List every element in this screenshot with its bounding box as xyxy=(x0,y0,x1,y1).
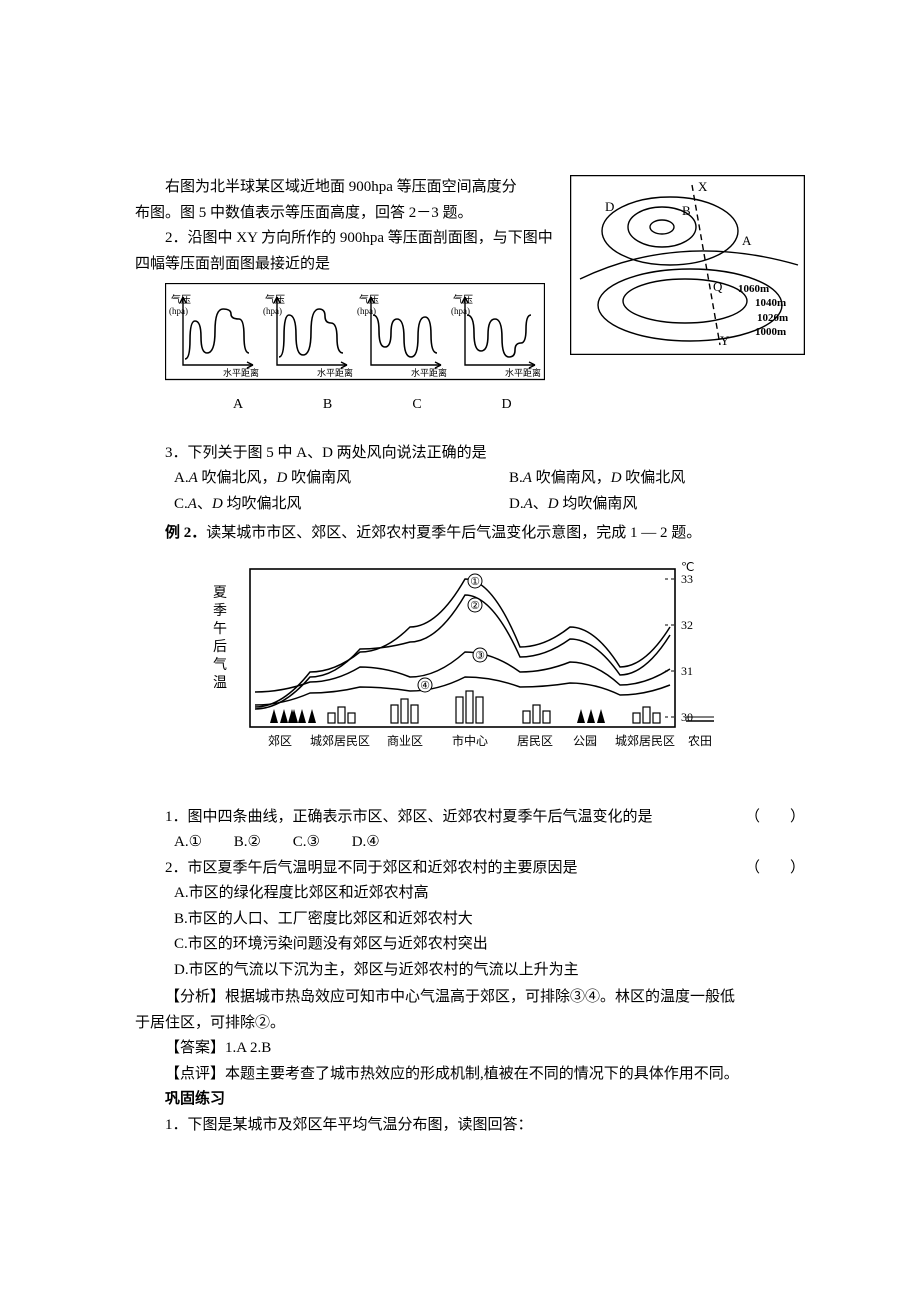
svg-text:(hpa): (hpa) xyxy=(263,306,282,316)
ex2-q1-stem: 1．图中四条曲线，正确表示市区、郊区、近郊农村夏季午后气温变化的是 xyxy=(165,805,745,831)
svg-text:城郊居民区: 城郊居民区 xyxy=(310,734,370,748)
svg-text:33: 33 xyxy=(681,572,693,586)
svg-text:水平距离: 水平距离 xyxy=(223,367,259,378)
svg-text:①: ① xyxy=(470,576,480,588)
svg-text:②: ② xyxy=(470,600,480,612)
q3-stem: 3．下列关于图 5 中 A、D 两处风向说法正确的是 xyxy=(135,441,805,467)
profile-label-C: C xyxy=(374,393,460,417)
svg-text:季: 季 xyxy=(213,603,227,619)
svg-text:温: 温 xyxy=(213,675,227,691)
svg-text:④: ④ xyxy=(420,680,430,692)
answer-blank: （ ） xyxy=(745,805,805,831)
profile-label-A: A xyxy=(195,393,281,417)
comment-line: 【点评】本题主要考查了城市热效应的形成机制,植被在不同的情况下的具体作用不同。 xyxy=(135,1062,805,1088)
svg-text:商业区: 商业区 xyxy=(387,733,423,748)
svg-text:气压: 气压 xyxy=(359,293,379,306)
example2-heading: 例 2．例 2．读某城市市区、郊区、近郊农村夏季午后气温变化示意图，完成 1 —… xyxy=(135,521,805,547)
afternoon-temp-chart: 夏季午后气温℃33323130①②③④郊区城郊居民区商业区市中心居民区公园城郊居… xyxy=(195,557,805,797)
svg-text:1020m: 1020m xyxy=(757,312,788,324)
svg-text:1060m: 1060m xyxy=(738,283,769,295)
answer-blank: （ ） xyxy=(745,856,805,882)
practice-q1: 1．下图是某城市及郊区年平均气温分布图，读图回答： xyxy=(135,1113,805,1139)
profile-label-D: D xyxy=(464,393,550,417)
profile-label-B: B xyxy=(285,393,371,417)
svg-text:31: 31 xyxy=(681,664,693,678)
ex2-q2-stem: 2．市区夏季午后气温明显不同于郊区和近郊农村的主要原因是 xyxy=(165,856,745,882)
svg-text:气压: 气压 xyxy=(453,293,473,306)
svg-text:③: ③ xyxy=(475,650,485,662)
practice-heading: 巩固练习 xyxy=(135,1087,805,1113)
svg-text:D: D xyxy=(605,199,614,214)
svg-text:32: 32 xyxy=(681,618,693,632)
svg-text:水平距离: 水平距离 xyxy=(505,367,541,378)
svg-text:居民区: 居民区 xyxy=(517,734,553,748)
svg-text:B: B xyxy=(682,203,691,218)
svg-text:水平距离: 水平距离 xyxy=(411,367,447,378)
svg-text:(hpa): (hpa) xyxy=(451,306,470,316)
svg-text:Q: Q xyxy=(713,279,723,294)
svg-text:午: 午 xyxy=(213,621,227,637)
ex2-q2-opt-B: B.市区的人口、工厂密度比郊区和近郊农村大 xyxy=(135,907,805,933)
answer-line: 【答案】1.A 2.B xyxy=(135,1036,805,1062)
q3-options: A.A 吹偏北风，D 吹偏南风 B.A 吹偏南风，D 吹偏北风 C.A、D 均吹… xyxy=(135,466,805,517)
svg-text:夏: 夏 xyxy=(213,585,227,601)
svg-text:农田: 农田 xyxy=(688,734,712,748)
svg-text:公园: 公园 xyxy=(573,734,597,748)
svg-text:X: X xyxy=(698,179,708,194)
ex2-q2-opt-A: A.市区的绿化程度比郊区和近郊农村高 xyxy=(135,881,805,907)
svg-text:水平距离: 水平距离 xyxy=(317,367,353,378)
ex2-q2-opt-C: C.市区的环境污染问题没有郊区与近郊农村突出 xyxy=(135,932,805,958)
svg-text:郊区: 郊区 xyxy=(268,734,292,748)
svg-text:1000m: 1000m xyxy=(755,326,786,338)
svg-text:气压: 气压 xyxy=(265,293,285,306)
analysis-l2: 于居住区，可排除②。 xyxy=(135,1011,805,1037)
svg-text:A: A xyxy=(742,233,752,248)
ex2-q1-options: A.① B.② C.③ D.④ xyxy=(135,830,805,856)
svg-text:城郊居民区: 城郊居民区 xyxy=(615,734,675,748)
contour-map: X B A D Q Y 1060m 1040m 1020m 1000m xyxy=(570,175,805,355)
svg-text:气: 气 xyxy=(213,657,227,673)
svg-text:气压: 气压 xyxy=(171,293,191,306)
svg-text:市中心: 市中心 xyxy=(452,733,488,748)
svg-text:后: 后 xyxy=(213,639,227,655)
svg-text:1040m: 1040m xyxy=(755,297,786,309)
ex2-q2-opt-D: D.市区的气流以下沉为主，郊区与近郊农村的气流以上升为主 xyxy=(135,958,805,984)
svg-text:(hpa): (hpa) xyxy=(357,306,376,316)
analysis-l1: 【分析】根据城市热岛效应可知市中心气温高于郊区，可排除③④。林区的温度一般低 xyxy=(135,985,805,1011)
svg-text:(hpa): (hpa) xyxy=(169,306,188,316)
svg-text:Y: Y xyxy=(720,333,730,348)
